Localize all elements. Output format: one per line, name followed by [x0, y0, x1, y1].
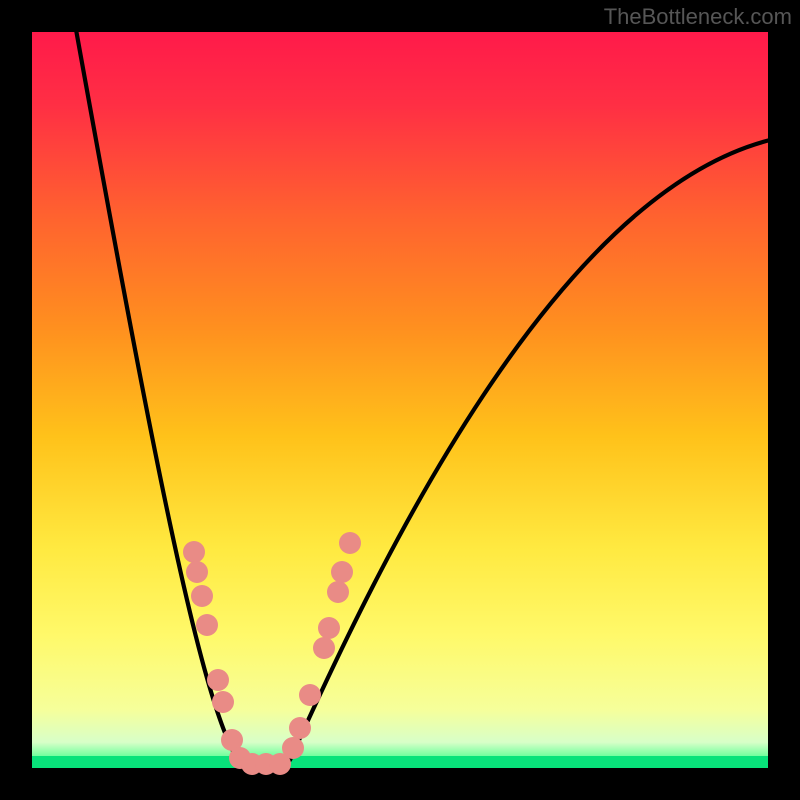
- curve-marker: [299, 684, 321, 706]
- curve-marker: [196, 614, 218, 636]
- chart-stage: TheBottleneck.com: [0, 0, 800, 800]
- curve-marker: [339, 532, 361, 554]
- plot-area: [32, 32, 768, 768]
- curve-marker: [318, 617, 340, 639]
- curve-marker: [186, 561, 208, 583]
- green-bottom-band: [32, 756, 768, 768]
- curve-marker: [331, 561, 353, 583]
- gradient-background: [32, 32, 768, 768]
- curve-marker: [289, 717, 311, 739]
- watermark-text: TheBottleneck.com: [604, 4, 792, 30]
- curve-marker: [327, 581, 349, 603]
- curve-marker: [207, 669, 229, 691]
- curve-marker: [212, 691, 234, 713]
- curve-marker: [183, 541, 205, 563]
- curve-marker: [282, 737, 304, 759]
- curve-marker: [191, 585, 213, 607]
- curve-marker: [313, 637, 335, 659]
